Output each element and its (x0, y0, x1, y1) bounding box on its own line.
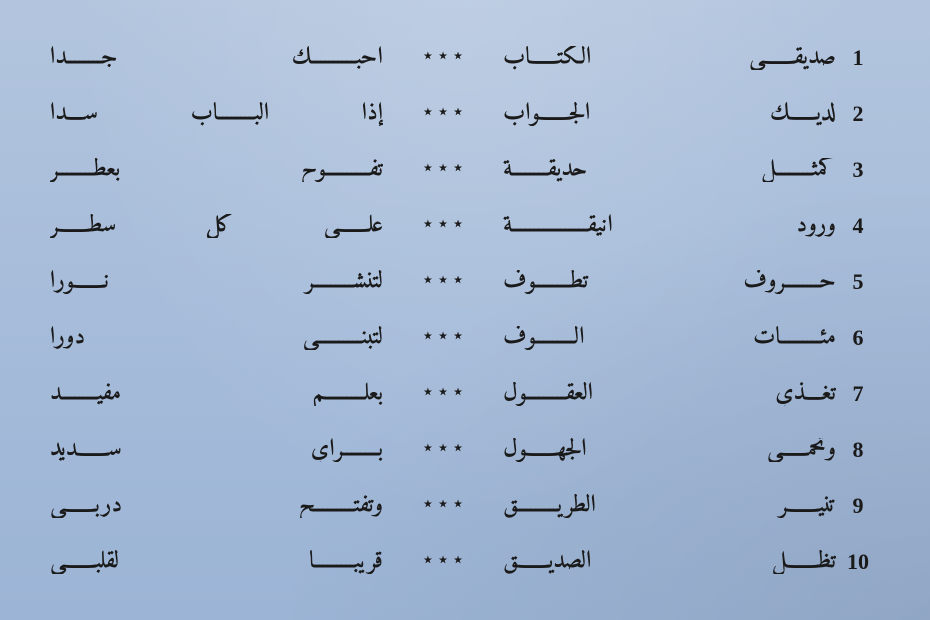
verse-number: 5 (836, 271, 880, 293)
hemistich-right: وُرودٌ أَنيقَـــــــــــــــــةٌ (503, 214, 836, 238)
verse-number: 7 (836, 383, 880, 405)
verse-separator: ٭ ٭ ٭ (383, 105, 503, 123)
verse-separator: ٭ ٭ ٭ (383, 273, 503, 291)
verse-separator: ٭ ٭ ٭ (383, 441, 503, 459)
hemistich-left: لِتَنْشُـــــــــرَ نـــــــورا (50, 270, 383, 294)
verse-number: 10 (836, 551, 880, 573)
verse-row: 1صَديقـــــــي الكِتــــــابُ٭ ٭ ٭أُحِبُ… (50, 30, 880, 86)
verse-row: 8وَتَحمــــــي الجَهـــــــولَ٭ ٭ ٭بِـــ… (50, 422, 880, 478)
hemistich-left: إذا البــــــــابُ سُــــدَّا (50, 102, 383, 126)
verse-number: 9 (836, 495, 880, 517)
hemistich-right: صَديقـــــــي الكِتــــــابُ (503, 46, 836, 70)
verse-row: 2لَدَيْــــــكَ الجَـــــــوابُ٭ ٭ ٭إذا … (50, 86, 880, 142)
hemistich-right: تَظَـــــــلُّ الصَّديـــــــقَ (503, 550, 836, 574)
verse-row: 4وُرودٌ أَنيقَـــــــــــــــــةٌ٭ ٭ ٭عَ… (50, 198, 880, 254)
verse-separator: ٭ ٭ ٭ (383, 161, 503, 179)
verse-row: 9تُنيـــــــرُ الطَّريـــــــــقَ٭ ٭ ٭وَ… (50, 478, 880, 534)
hemistich-left: لِتَبْنــــــــــي دورا (50, 326, 383, 350)
hemistich-right: لَدَيْــــــكَ الجَـــــــوابُ (503, 102, 836, 126)
hemistich-right: تُنيـــــــرُ الطَّريـــــــــقَ (503, 494, 836, 518)
hemistich-right: تُغَــــذّي العُقـــــــــولَ (503, 382, 836, 406)
verse-separator: ٭ ٭ ٭ (383, 497, 503, 515)
hemistich-right: حُــــــــروفٌ تَطــــــــوفُ (503, 270, 836, 294)
hemistich-left: بِعِلْـــــــــمٍ مُفيــــــــدِ (50, 382, 383, 406)
hemistich-right: وَتَحمــــــي الجَهـــــــولَ (503, 438, 836, 462)
hemistich-right: مِئـــــــــاتٌ أُلـــــــــوفُ (503, 326, 836, 350)
verse-number: 6 (836, 327, 880, 349)
verse-row: 10تَظَـــــــلُّ الصَّديـــــــقَ٭ ٭ ٭قَ… (50, 534, 880, 590)
verse-row: 6مِئـــــــــاتٌ أُلـــــــــوفُ٭ ٭ ٭لِت… (50, 310, 880, 366)
verse-separator: ٭ ٭ ٭ (383, 329, 503, 347)
verse-number: 3 (836, 159, 880, 181)
hemistich-left: بِــــــــرَأْيٍ سَـــــــديدِ (50, 438, 383, 462)
hemistich-left: أُحِبُّــــــــــكَ جِــــــــدًّا (50, 46, 383, 70)
verse-number: 4 (836, 215, 880, 237)
poem-container: 1صَديقـــــــي الكِتــــــابُ٭ ٭ ٭أُحِبُ… (50, 30, 880, 590)
verse-row: 7تُغَــــذّي العُقـــــــــولَ٭ ٭ ٭بِعِل… (50, 366, 880, 422)
hemistich-right: كَمِثْــــــــلِ حَديقَــــــــةٍ (503, 158, 836, 182)
verse-separator: ٭ ٭ ٭ (383, 217, 503, 235)
hemistich-left: تَفــــــــــوحُ بِعِطْــــــــرِ (50, 158, 383, 182)
hemistich-left: عَلـــــــى كُلِّ سَطْـــــــرِ (50, 214, 383, 238)
verse-number: 2 (836, 103, 880, 125)
verse-separator: ٭ ٭ ٭ (383, 49, 503, 67)
hemistich-left: قَريبًـــــــــا لِقَلْبـــــــي (50, 550, 383, 574)
hemistich-left: وَتَفْتَـــــــــحُ دَرْبـــــــي (50, 494, 383, 518)
verse-separator: ٭ ٭ ٭ (383, 553, 503, 571)
verse-number: 1 (836, 47, 880, 69)
verse-separator: ٭ ٭ ٭ (383, 385, 503, 403)
verse-row: 5حُــــــــروفٌ تَطــــــــوفُ٭ ٭ ٭لِتَن… (50, 254, 880, 310)
verse-number: 8 (836, 439, 880, 461)
verse-row: 3كَمِثْــــــــلِ حَديقَــــــــةٍ٭ ٭ ٭ت… (50, 142, 880, 198)
